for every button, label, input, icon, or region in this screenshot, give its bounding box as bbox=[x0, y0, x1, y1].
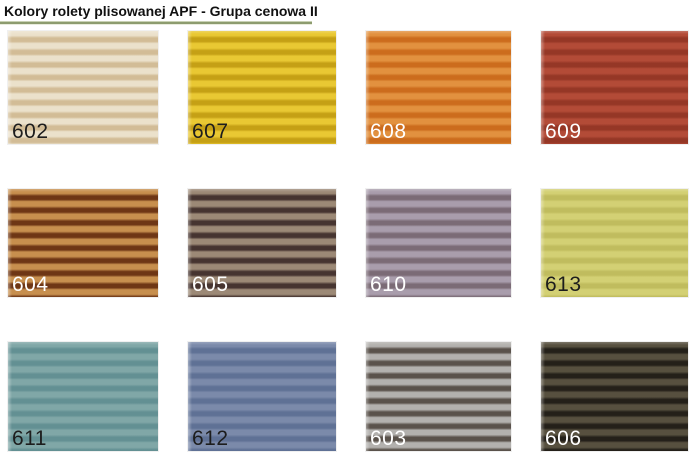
color-swatch[interactable]: 602 bbox=[8, 31, 158, 144]
pleated-fabric-image bbox=[541, 189, 688, 297]
color-code-label: 610 bbox=[370, 273, 407, 296]
color-code-label: 604 bbox=[12, 273, 49, 296]
pleated-fabric-image bbox=[188, 342, 336, 451]
color-code-label: 603 bbox=[370, 427, 407, 450]
color-code-label: 607 bbox=[192, 120, 229, 143]
color-swatch[interactable]: 610 bbox=[366, 189, 511, 297]
color-swatch[interactable]: 608 bbox=[366, 31, 511, 144]
color-code-label: 609 bbox=[545, 120, 582, 143]
pleated-fabric-image bbox=[541, 31, 688, 144]
color-code-label: 605 bbox=[192, 273, 229, 296]
color-swatch[interactable]: 613 bbox=[541, 189, 688, 297]
pleated-fabric-image bbox=[188, 31, 336, 144]
title-divider bbox=[0, 21, 312, 25]
color-swatch[interactable]: 607 bbox=[188, 31, 336, 144]
pleated-fabric-image bbox=[8, 342, 158, 451]
color-code-label: 613 bbox=[545, 273, 582, 296]
color-swatch[interactable]: 603 bbox=[366, 342, 511, 451]
color-code-label: 608 bbox=[370, 120, 407, 143]
color-code-label: 602 bbox=[12, 120, 49, 143]
color-swatch[interactable]: 605 bbox=[188, 189, 336, 297]
pleated-fabric-image bbox=[366, 189, 511, 297]
color-swatch[interactable]: 612 bbox=[188, 342, 336, 451]
color-swatch[interactable]: 609 bbox=[541, 31, 688, 144]
pleated-fabric-image bbox=[366, 342, 511, 451]
color-swatch[interactable]: 611 bbox=[8, 342, 158, 451]
pleated-fabric-image bbox=[8, 31, 158, 144]
pleated-fabric-image bbox=[188, 189, 336, 297]
pleated-fabric-image bbox=[541, 342, 688, 451]
color-code-label: 612 bbox=[192, 427, 229, 450]
color-swatch[interactable]: 606 bbox=[541, 342, 688, 451]
color-swatch[interactable]: 604 bbox=[8, 189, 158, 297]
pleated-fabric-image bbox=[366, 31, 511, 144]
pleated-fabric-image bbox=[8, 189, 158, 297]
swatch-grid: 602 607 608 609 604 605 610 613 611 612 bbox=[8, 31, 700, 451]
color-code-label: 606 bbox=[545, 427, 582, 450]
page-title: Kolory rolety plisowanej APF - Grupa cen… bbox=[4, 3, 318, 19]
color-code-label: 611 bbox=[12, 427, 47, 450]
